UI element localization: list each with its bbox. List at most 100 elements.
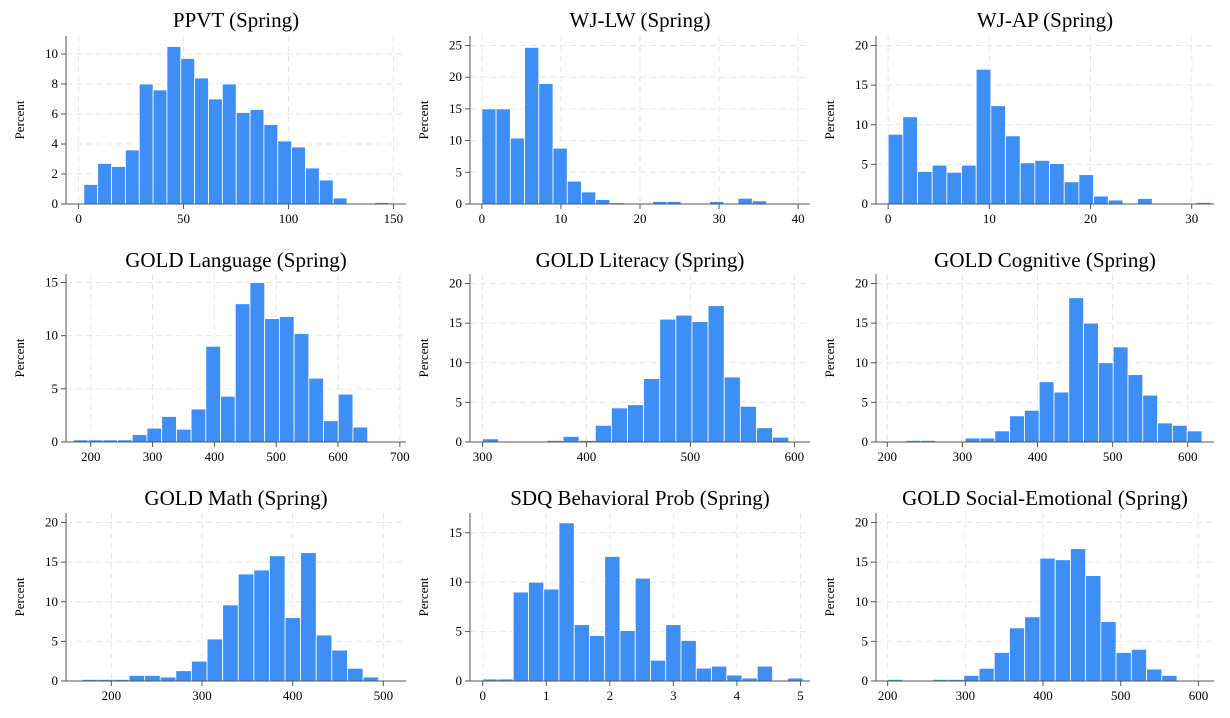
histogram-bar bbox=[194, 77, 209, 205]
histogram-bar bbox=[739, 405, 757, 443]
histogram-bar bbox=[543, 588, 560, 682]
histogram-bar bbox=[1130, 648, 1147, 682]
y-tick-label: 20 bbox=[855, 276, 868, 291]
x-tick-label: 150 bbox=[384, 211, 404, 226]
y-tick-label: 15 bbox=[45, 275, 58, 290]
histogram-bar bbox=[675, 314, 693, 443]
histogram-bar bbox=[332, 197, 348, 205]
x-tick-label: 300 bbox=[143, 449, 163, 464]
x-tick-label: 500 bbox=[681, 449, 701, 464]
histogram-bar bbox=[176, 428, 192, 443]
x-tick-label: 0 bbox=[75, 211, 82, 226]
x-tick-label: 30 bbox=[1185, 211, 1198, 226]
histogram-bar bbox=[305, 167, 320, 205]
histogram-bar bbox=[249, 109, 265, 205]
histogram-bar bbox=[263, 124, 279, 205]
histogram-bar bbox=[1053, 391, 1070, 443]
histogram-bar bbox=[680, 640, 697, 682]
histogram-bar bbox=[144, 675, 161, 682]
histogram-bar bbox=[1085, 575, 1102, 682]
histogram-bar bbox=[691, 321, 709, 443]
histogram-bar bbox=[961, 164, 977, 205]
histogram-panel-8: SDQ Behavioral Prob (Spring)Percent05101… bbox=[416, 486, 810, 703]
histogram-bar bbox=[902, 116, 918, 205]
histogram-panel-7: GOLD Math (Spring) Percent 0 5 10 15 20 200 300 4… bbox=[12, 486, 406, 703]
x-tick-label: 10 bbox=[554, 211, 567, 226]
x-tick-label: 500 bbox=[1103, 449, 1123, 464]
histogram-bar bbox=[152, 89, 168, 205]
y-axis-label: Percent bbox=[12, 338, 27, 377]
histogram-bar bbox=[220, 395, 236, 443]
histogram-bar bbox=[291, 146, 306, 205]
histogram-bar bbox=[1100, 621, 1117, 682]
histogram-bar bbox=[1009, 627, 1026, 682]
y-tick-label: 15 bbox=[855, 315, 868, 330]
histogram-bar bbox=[707, 305, 725, 443]
y-tick-label: 10 bbox=[855, 117, 868, 132]
histogram-bar bbox=[315, 634, 333, 682]
x-tick-label: 400 bbox=[577, 449, 597, 464]
x-tick-label: 3 bbox=[670, 688, 677, 703]
histogram-bar bbox=[552, 147, 568, 205]
histogram-bar bbox=[695, 667, 712, 682]
y-tick-label: 10 bbox=[45, 46, 58, 61]
chart-title: GOLD Social-Emotional (Spring) bbox=[902, 486, 1188, 510]
x-tick-label: 200 bbox=[102, 688, 122, 703]
x-tick-label: 0 bbox=[885, 211, 892, 226]
y-tick-label: 10 bbox=[45, 328, 58, 343]
histogram-bar bbox=[963, 675, 980, 682]
histogram-bar bbox=[772, 436, 790, 443]
x-tick-label: 300 bbox=[956, 688, 976, 703]
x-tick-label: 4 bbox=[734, 688, 741, 703]
histogram-bar bbox=[1146, 668, 1163, 682]
histogram-bar bbox=[573, 624, 590, 682]
histogram-bar bbox=[1161, 675, 1178, 682]
y-tick-label: 10 bbox=[449, 574, 462, 589]
chart-title: GOLD Math (Spring) bbox=[144, 486, 327, 510]
x-tick-label: 300 bbox=[953, 449, 973, 464]
y-tick-label: 15 bbox=[855, 554, 868, 569]
y-tick-label: 8 bbox=[52, 76, 59, 91]
histogram-bar bbox=[1068, 297, 1085, 443]
histogram-bar bbox=[594, 424, 612, 443]
histogram-bar bbox=[234, 303, 251, 443]
y-tick-label: 0 bbox=[862, 434, 869, 449]
histogram-bar bbox=[643, 378, 661, 443]
histogram-bar bbox=[1063, 181, 1080, 205]
y-tick-label: 15 bbox=[449, 101, 462, 116]
histogram-bar bbox=[611, 407, 628, 443]
y-tick-label: 2 bbox=[52, 166, 59, 181]
histogram-bar bbox=[180, 58, 196, 205]
x-tick-label: 40 bbox=[792, 211, 805, 226]
y-tick-label: 10 bbox=[45, 594, 58, 609]
histogram-bar bbox=[337, 393, 354, 443]
histogram-bar bbox=[1112, 346, 1129, 443]
histogram-bar bbox=[362, 676, 380, 682]
histogram-panel-3: WJ-AP (Spring) Percent 0 5 10 15 20 0 10 20 30 bbox=[822, 8, 1214, 226]
histogram-bar bbox=[726, 674, 743, 682]
histogram-bar bbox=[1127, 374, 1144, 443]
histogram-bar bbox=[1142, 394, 1158, 443]
y-tick-label: 5 bbox=[862, 394, 869, 409]
histogram-bar bbox=[737, 197, 753, 205]
histogram-bar bbox=[111, 166, 126, 205]
histogram-bar bbox=[269, 555, 286, 682]
x-tick-label: 200 bbox=[81, 449, 101, 464]
histogram-bar bbox=[1038, 381, 1055, 443]
x-tick-label: 2 bbox=[607, 688, 614, 703]
histogram-bar bbox=[990, 105, 1006, 205]
histogram-bar bbox=[221, 83, 237, 205]
histogram-bar bbox=[650, 659, 667, 682]
histogram-bar bbox=[1115, 652, 1132, 682]
histogram-bar bbox=[562, 436, 580, 443]
histogram-bar bbox=[619, 630, 636, 682]
histogram-bar bbox=[558, 522, 575, 682]
histogram-bar bbox=[352, 426, 369, 443]
x-tick-label: 600 bbox=[785, 449, 805, 464]
histogram-bar bbox=[278, 316, 295, 443]
y-axis-label: Percent bbox=[12, 100, 27, 139]
histogram-bar bbox=[264, 318, 280, 443]
x-tick-label: 400 bbox=[1028, 449, 1048, 464]
histogram-bar bbox=[1083, 322, 1099, 443]
